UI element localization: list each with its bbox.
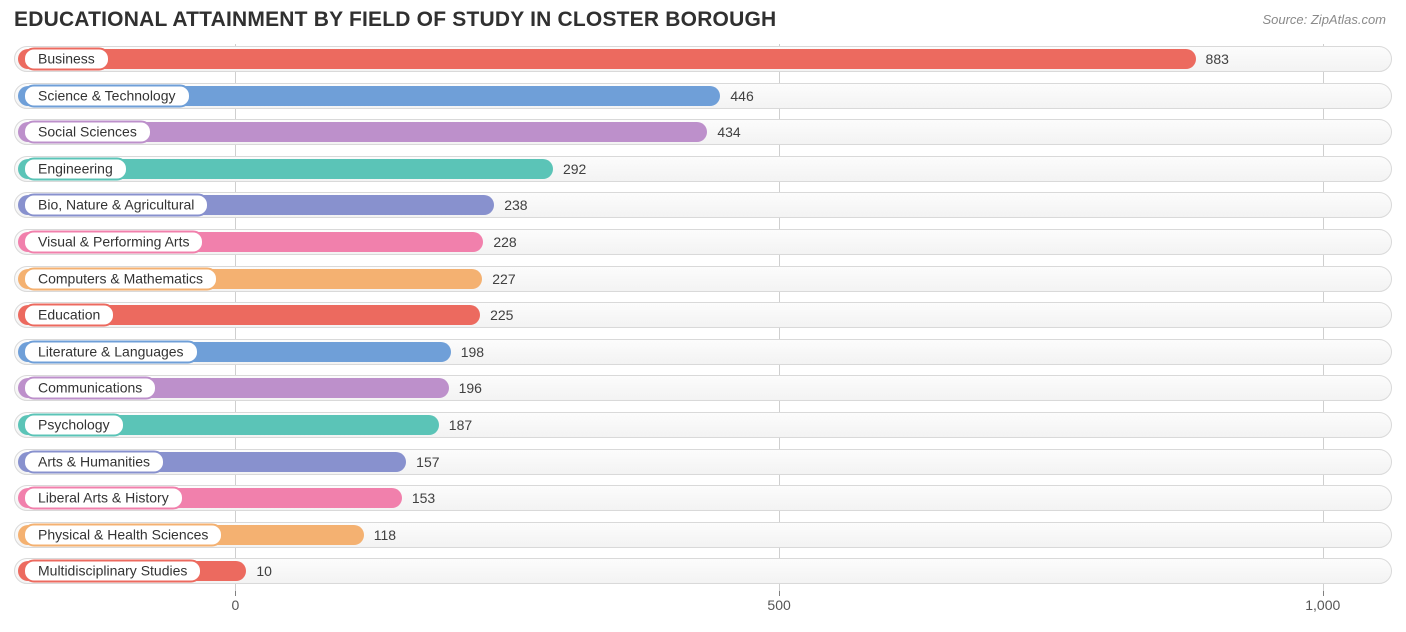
value-label: 227: [492, 271, 515, 287]
bar-row: Bio, Nature & Agricultural 238: [14, 190, 1392, 220]
bar-row: Literature & Languages 198: [14, 337, 1392, 367]
bar-row: Engineering 292: [14, 154, 1392, 184]
value-label: 198: [461, 344, 484, 360]
value-label: 187: [449, 417, 472, 433]
bar-row: Multidisciplinary Studies 10: [14, 556, 1392, 586]
bar-row: Psychology 187: [14, 410, 1392, 440]
category-pill: Liberal Arts & History: [23, 487, 184, 510]
bar-row: Visual & Performing Arts 228: [14, 227, 1392, 257]
chart-container: EDUCATIONAL ATTAINMENT BY FIELD OF STUDY…: [0, 0, 1406, 632]
category-pill: Education: [23, 304, 115, 327]
bar-row: Communications 196: [14, 373, 1392, 403]
category-pill: Visual & Performing Arts: [23, 230, 204, 253]
bar-row: Business 883: [14, 44, 1392, 74]
x-axis: 0 500 1,000: [14, 593, 1392, 621]
category-pill: Physical & Health Sciences: [23, 523, 223, 546]
category-pill: Science & Technology: [23, 84, 191, 107]
value-label: 196: [459, 380, 482, 396]
value-label: 883: [1206, 51, 1229, 67]
bar-row: Liberal Arts & History 153: [14, 483, 1392, 513]
chart-header: EDUCATIONAL ATTAINMENT BY FIELD OF STUDY…: [14, 8, 1392, 32]
bar-row: Computers & Mathematics 227: [14, 264, 1392, 294]
bar-row: Physical & Health Sciences 118: [14, 520, 1392, 550]
axis-tick: [779, 591, 780, 596]
category-pill: Business: [23, 48, 110, 71]
chart-area: Business 883 Science & Technology 446 Social…: [14, 44, 1392, 621]
value-label: 10: [256, 563, 272, 579]
bar-row: Science & Technology 446: [14, 81, 1392, 111]
category-pill: Social Sciences: [23, 121, 152, 144]
category-pill: Arts & Humanities: [23, 450, 165, 473]
bar-row: Social Sciences 434: [14, 117, 1392, 147]
axis-tick: [1323, 591, 1324, 596]
category-pill: Psychology: [23, 413, 125, 436]
category-pill: Multidisciplinary Studies: [23, 560, 202, 583]
bar-row: Education 225: [14, 300, 1392, 330]
axis-tick: [235, 591, 236, 596]
category-pill: Computers & Mathematics: [23, 267, 218, 290]
category-pill: Bio, Nature & Agricultural: [23, 194, 209, 217]
bar-row: Arts & Humanities 157: [14, 447, 1392, 477]
axis-tick-label: 0: [232, 597, 240, 613]
value-label: 153: [412, 490, 435, 506]
chart-title: EDUCATIONAL ATTAINMENT BY FIELD OF STUDY…: [14, 8, 776, 32]
chart-source: Source: ZipAtlas.com: [1262, 8, 1392, 27]
value-label: 225: [490, 307, 513, 323]
axis-tick-label: 1,000: [1305, 597, 1340, 613]
axis-tick-label: 500: [767, 597, 790, 613]
value-label: 228: [493, 234, 516, 250]
value-label: 157: [416, 454, 439, 470]
value-label: 118: [374, 527, 396, 543]
category-pill: Engineering: [23, 157, 128, 180]
bar: [18, 49, 1196, 69]
value-label: 238: [504, 197, 527, 213]
category-pill: Literature & Languages: [23, 340, 199, 363]
value-label: 446: [730, 88, 753, 104]
value-label: 434: [717, 124, 740, 140]
category-pill: Communications: [23, 377, 157, 400]
value-label: 292: [563, 161, 586, 177]
bars-wrap: Business 883 Science & Technology 446 Social…: [14, 44, 1392, 586]
